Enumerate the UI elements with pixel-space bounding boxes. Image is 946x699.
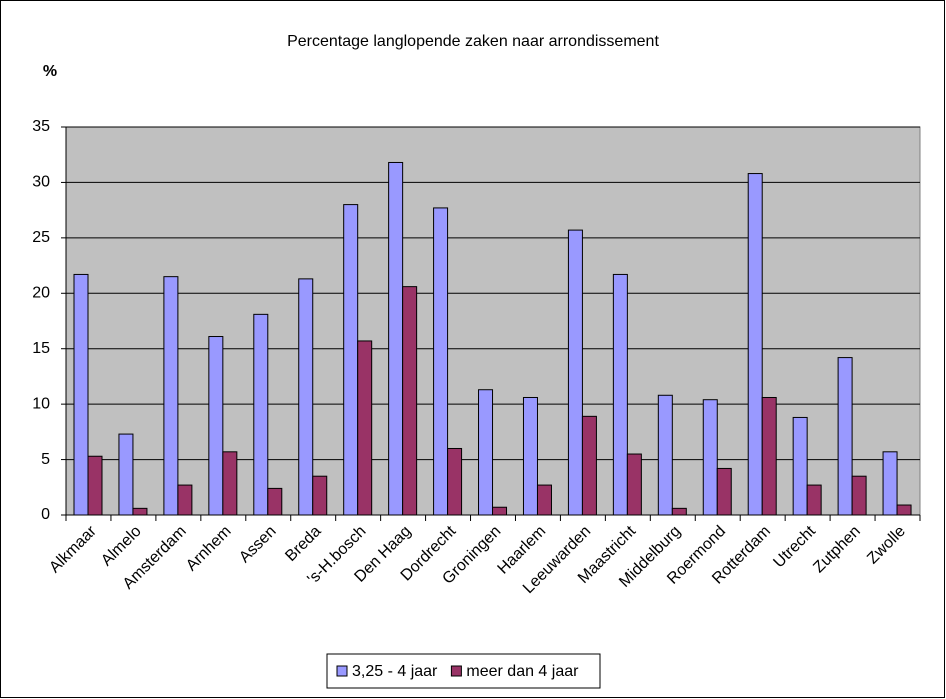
- bar: [896, 504, 912, 516]
- bar: [657, 394, 673, 516]
- legend-box: [326, 653, 601, 689]
- bar: [837, 357, 853, 516]
- bar: [132, 507, 148, 516]
- bar: [671, 507, 687, 516]
- bar: [851, 475, 867, 516]
- bar: [208, 336, 224, 516]
- bar: [492, 506, 508, 516]
- bar: [433, 207, 449, 516]
- bar: [73, 273, 89, 516]
- legend-swatch: [336, 665, 348, 677]
- bar: [716, 467, 732, 516]
- y-tick-label: 0: [41, 506, 50, 523]
- bar: [478, 389, 494, 516]
- y-tick-label: 15: [32, 340, 50, 357]
- bar: [522, 396, 538, 516]
- legend-swatch: [450, 665, 462, 677]
- bar: [581, 415, 597, 516]
- bar: [702, 399, 718, 516]
- bar: [402, 286, 418, 516]
- bar: [761, 396, 777, 516]
- bar: [312, 475, 328, 516]
- bar: [882, 451, 898, 516]
- bar: [447, 447, 463, 516]
- bar: [747, 173, 763, 516]
- bar: [357, 340, 373, 516]
- bar: [792, 416, 808, 516]
- bar: [87, 455, 103, 516]
- y-tick-label: 35: [32, 118, 50, 135]
- bar: [222, 451, 238, 516]
- bar: [267, 487, 283, 516]
- bar: [177, 484, 193, 516]
- chart-title: Percentage langlopende zaken naar arrond…: [287, 33, 659, 50]
- bar: [626, 453, 642, 516]
- legend-label: 3,25 - 4 jaar: [352, 663, 438, 680]
- y-tick-label: 30: [32, 174, 50, 191]
- bar: [612, 273, 628, 516]
- y-tick-label: 5: [41, 451, 50, 468]
- bar: [536, 484, 552, 516]
- bar: [567, 229, 583, 516]
- y-tick-label: 10: [32, 395, 50, 412]
- legend-label: meer dan 4 jaar: [466, 663, 579, 680]
- y-axis-label: %: [43, 63, 57, 80]
- y-tick-label: 25: [32, 229, 50, 246]
- bar: [343, 204, 359, 516]
- bar: [253, 313, 269, 516]
- bar: [298, 278, 314, 516]
- bar: [806, 484, 822, 516]
- bar: [118, 433, 134, 516]
- bar: [163, 276, 179, 516]
- bar: [388, 161, 404, 516]
- y-tick-label: 20: [32, 285, 50, 302]
